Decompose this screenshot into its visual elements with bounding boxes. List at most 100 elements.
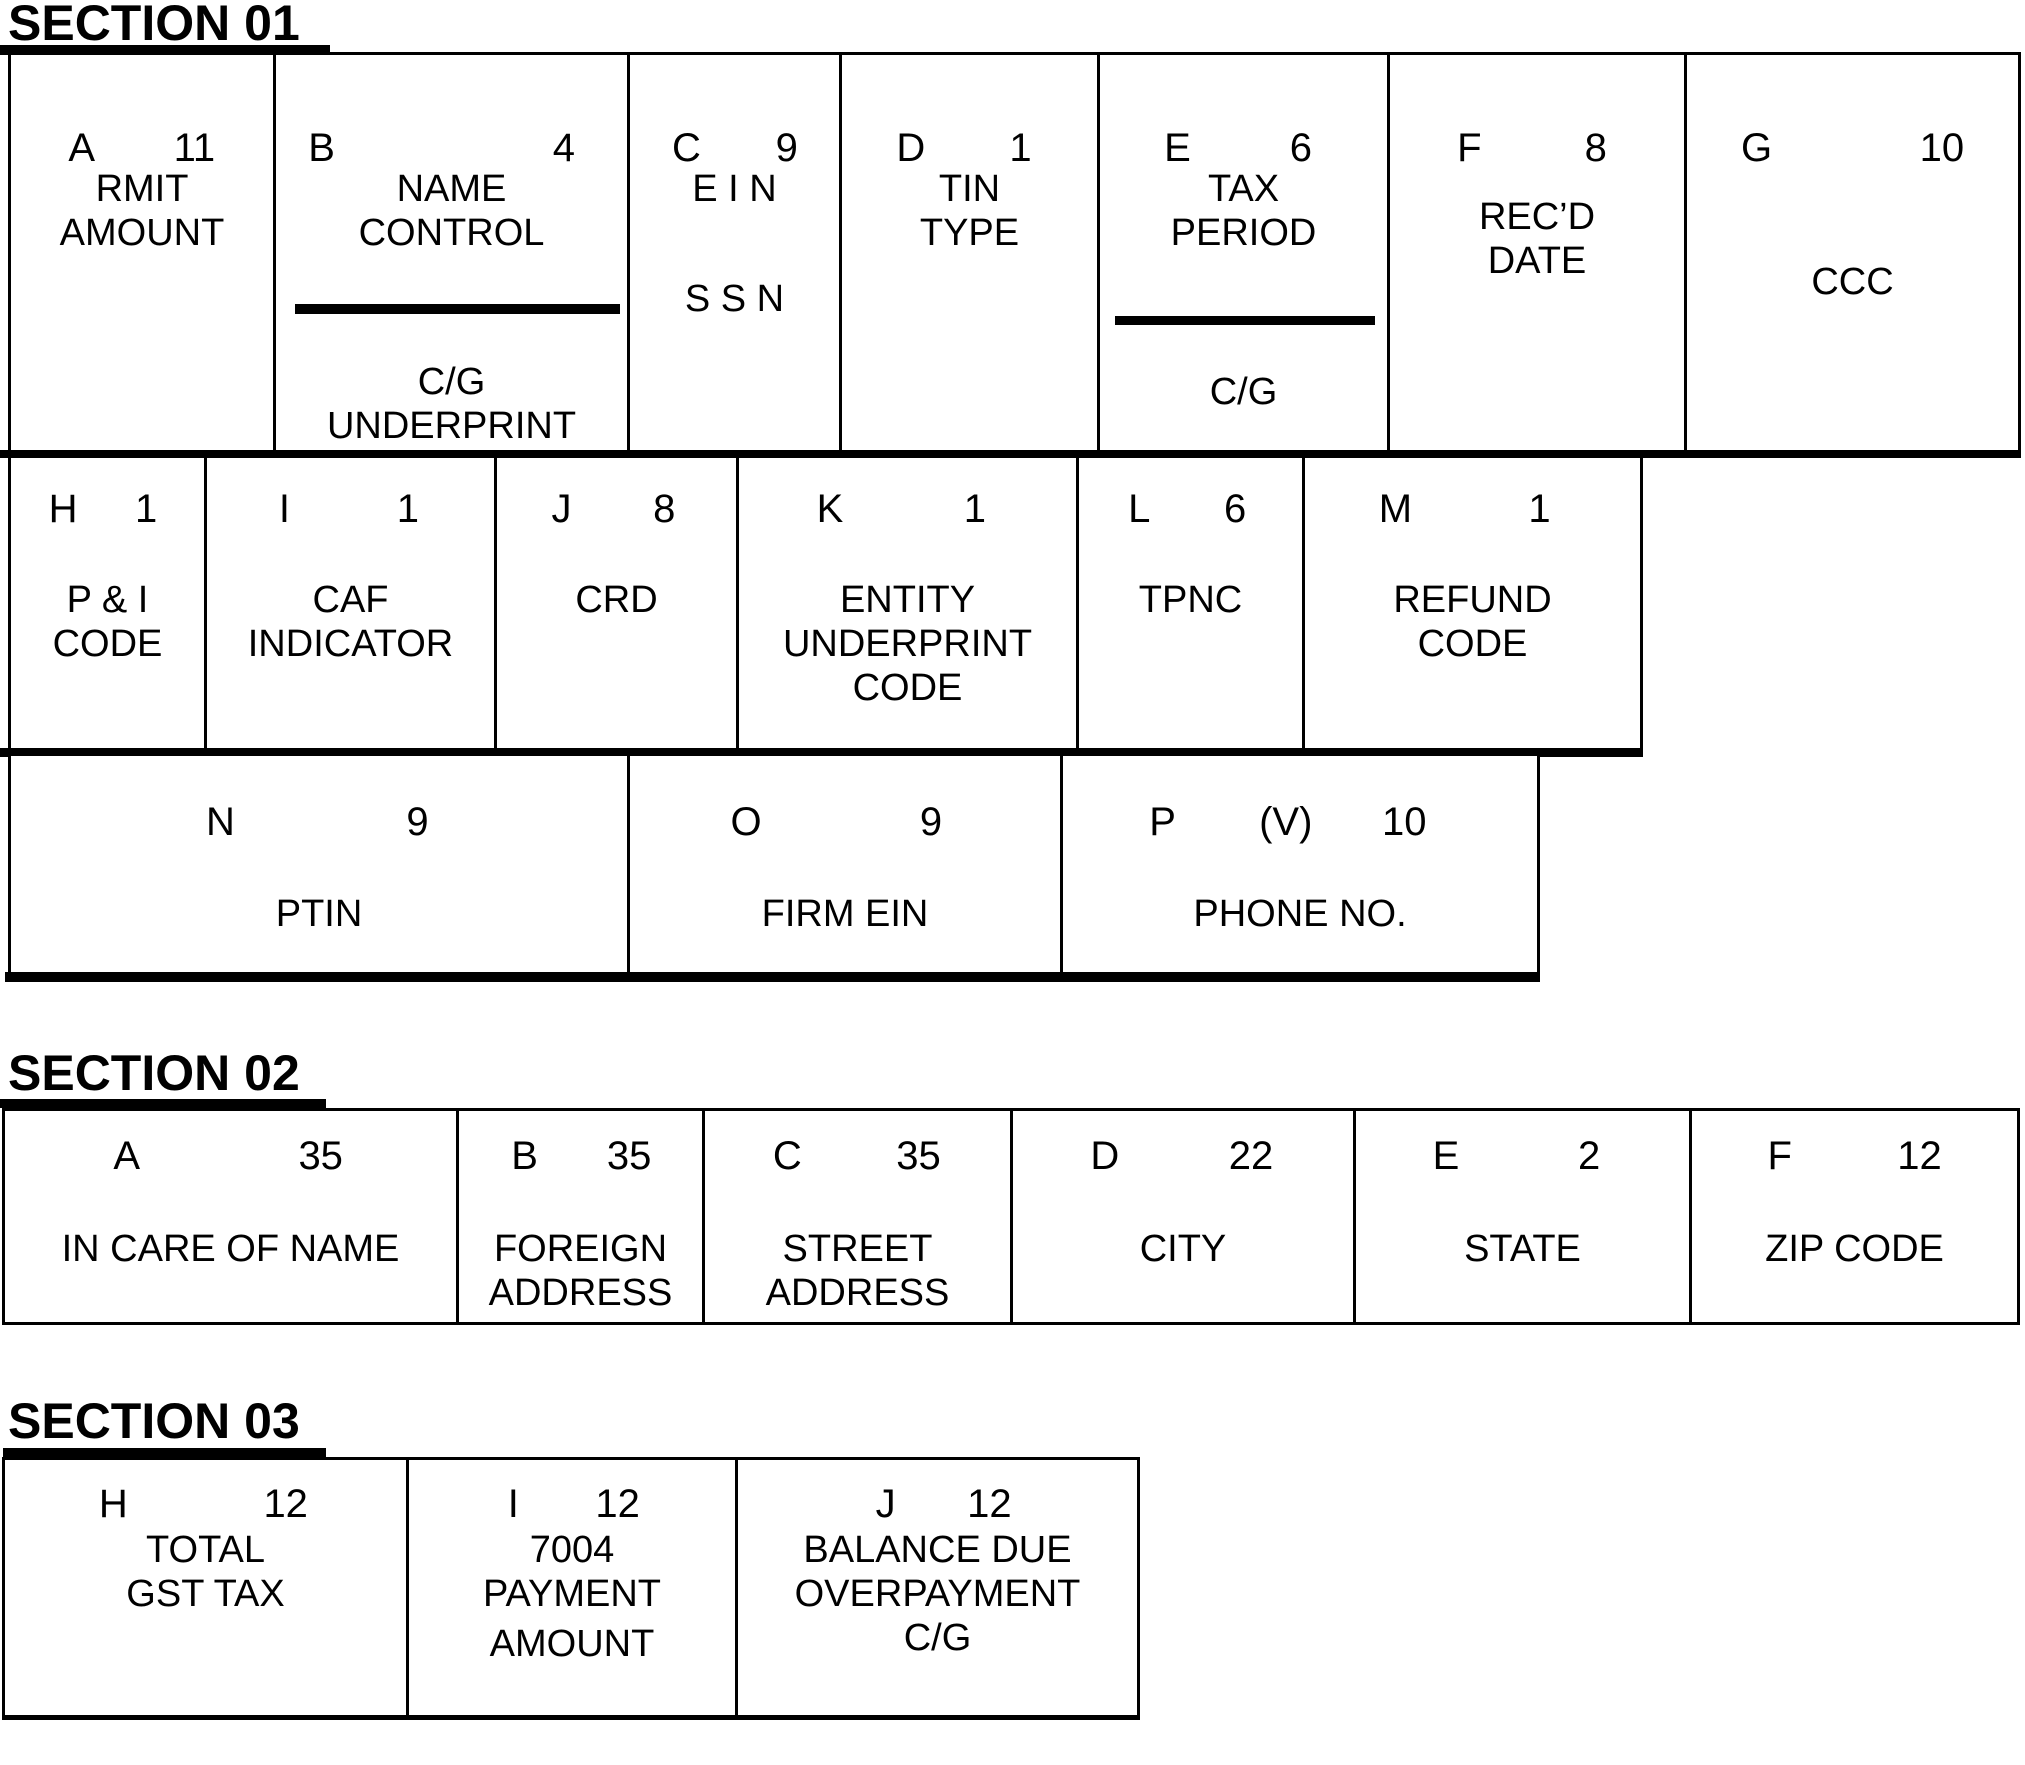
section-03-heading: SECTION 03 bbox=[8, 1393, 300, 1449]
field-box-s2-e-state: E 2 STATE bbox=[1353, 1108, 1692, 1325]
field-label-line: TIN bbox=[938, 168, 1001, 210]
field-label: TOTAL GST TAX bbox=[5, 1528, 406, 1616]
field-box-s3-j-balance-due-overpayment: J 12 BALANCE DUE OVERPAYMENT C/G bbox=[735, 1457, 1140, 1720]
field-letter: A bbox=[113, 1134, 141, 1178]
field-letter: J bbox=[551, 487, 572, 531]
field-header: D 1 bbox=[842, 127, 1097, 169]
field-box-s2-b-foreign-address: B 35 FOREIGN ADDRESS bbox=[456, 1108, 705, 1325]
field-letter: I bbox=[507, 1482, 519, 1526]
field-letter: D bbox=[1090, 1134, 1120, 1178]
field-label: TAX PERIOD bbox=[1100, 167, 1387, 255]
field-label-line: RMIT bbox=[95, 168, 189, 210]
field-letter: P bbox=[1149, 800, 1176, 844]
field-letter: L bbox=[1128, 487, 1151, 531]
field-header: G 10 bbox=[1687, 127, 2018, 169]
field-header: L 6 bbox=[1079, 488, 1302, 530]
field-label: IN CARE OF NAME bbox=[5, 1227, 456, 1271]
field-length: 6 bbox=[1289, 126, 1313, 170]
field-length: 4 bbox=[552, 126, 575, 170]
field-label: FIRM EIN bbox=[630, 892, 1060, 936]
field-label: CCC bbox=[1687, 260, 2018, 304]
field-label-line: GST TAX bbox=[126, 1573, 285, 1615]
field-label: CITY bbox=[1013, 1227, 1353, 1271]
field-label-line: TYPE bbox=[919, 212, 1020, 254]
field-box-s1-m-refund-code: M 1 REFUND CODE bbox=[1302, 455, 1643, 753]
field-label: CRD bbox=[497, 578, 736, 622]
field-header: C 35 bbox=[705, 1135, 1010, 1177]
field-header: P (V) 10 bbox=[1063, 801, 1537, 843]
row-bottom-bar bbox=[5, 972, 1540, 982]
section-02-heading-underline bbox=[0, 1099, 326, 1108]
field-letter: B bbox=[511, 1134, 538, 1178]
field-label-line: REFUND bbox=[1393, 579, 1552, 621]
field-underprint-label: C/G UNDERPRINT bbox=[276, 360, 627, 448]
field-label-line: REC’D bbox=[1478, 196, 1596, 238]
field-header: J 12 bbox=[738, 1483, 1137, 1525]
field-label: ZIP CODE bbox=[1692, 1227, 2017, 1271]
field-label: FOREIGN ADDRESS bbox=[459, 1227, 702, 1315]
field-label-line: PERIOD bbox=[1170, 212, 1317, 254]
field-length: 10 bbox=[1919, 126, 1965, 170]
field-label-line: OVERPAYMENT bbox=[794, 1573, 1081, 1615]
field-label-line: FIRM EIN bbox=[761, 893, 929, 935]
field-letter: I bbox=[278, 487, 291, 531]
field-label-line: C/G bbox=[1209, 371, 1278, 413]
field-variable-indicator: (V) bbox=[1259, 800, 1313, 844]
field-letter: A bbox=[68, 126, 96, 170]
field-length: 8 bbox=[653, 487, 676, 531]
field-letter: F bbox=[1767, 1134, 1792, 1178]
field-label-line: ZIP CODE bbox=[1765, 1228, 1944, 1270]
field-label-line: TOTAL bbox=[146, 1529, 265, 1571]
field-letter: B bbox=[308, 126, 335, 170]
field-label-line: C/G bbox=[417, 361, 486, 403]
field-label: NAME CONTROL bbox=[276, 167, 627, 255]
field-letter: C bbox=[772, 1134, 802, 1178]
field-label-line: STATE bbox=[1464, 1228, 1581, 1270]
field-label-line: ADDRESS bbox=[765, 1272, 950, 1314]
field-label-line: 7004 bbox=[529, 1529, 615, 1571]
field-box-s1-h-pi-code: H 1 P & I CODE bbox=[8, 455, 207, 753]
field-label-line: BALANCE DUE bbox=[803, 1529, 1072, 1571]
section-02-heading: SECTION 02 bbox=[8, 1045, 300, 1101]
field-letter: D bbox=[896, 126, 926, 170]
field-label-line: DATE bbox=[1487, 240, 1587, 282]
field-length: 9 bbox=[406, 800, 429, 844]
field-label-line: AMOUNT bbox=[489, 1623, 655, 1665]
field-letter: H bbox=[48, 487, 78, 531]
field-length: 6 bbox=[1223, 487, 1247, 531]
field-letter: H bbox=[98, 1482, 128, 1526]
field-label: REC’D DATE bbox=[1390, 195, 1684, 283]
field-header: J 8 bbox=[497, 488, 736, 530]
field-header: E 6 bbox=[1100, 127, 1387, 169]
field-label: E I N bbox=[630, 167, 839, 211]
field-header: O 9 bbox=[630, 801, 1060, 843]
field-label-line: CAF bbox=[312, 579, 389, 621]
field-label: CAF INDICATOR bbox=[207, 578, 494, 666]
field-header: N 9 bbox=[11, 801, 627, 843]
field-header: I 1 bbox=[207, 488, 494, 530]
field-header: M 1 bbox=[1305, 488, 1640, 530]
field-label-line: P & I bbox=[66, 579, 149, 621]
field-label-line: CITY bbox=[1139, 1228, 1227, 1270]
field-header: H 1 bbox=[11, 488, 204, 530]
field-header: A 11 bbox=[11, 127, 273, 169]
field-length: 12 bbox=[967, 1482, 1012, 1526]
field-length: 12 bbox=[1897, 1134, 1942, 1178]
field-box-s1-f-recd-date: F 8 REC’D DATE bbox=[1387, 52, 1687, 455]
field-box-s1-n-ptin: N 9 PTIN bbox=[8, 753, 630, 977]
field-label-secondary: S S N bbox=[630, 277, 839, 321]
field-length: 2 bbox=[1577, 1134, 1601, 1178]
field-label-line: PAYMENT bbox=[482, 1573, 662, 1615]
field-label-line: UNDERPRINT bbox=[782, 623, 1033, 665]
field-label-line: UNDERPRINT bbox=[326, 405, 577, 447]
row-divider-bar bbox=[0, 450, 2021, 458]
field-header: F 8 bbox=[1390, 127, 1684, 169]
section-03-heading-underline bbox=[3, 1448, 326, 1457]
field-length: 9 bbox=[919, 800, 943, 844]
section-01-heading-underline bbox=[0, 45, 330, 55]
field-label: REFUND CODE bbox=[1305, 578, 1640, 666]
field-label: PTIN bbox=[11, 892, 627, 936]
field-underprint-label: C/G bbox=[1100, 370, 1387, 414]
field-label-line: TPNC bbox=[1138, 579, 1243, 621]
